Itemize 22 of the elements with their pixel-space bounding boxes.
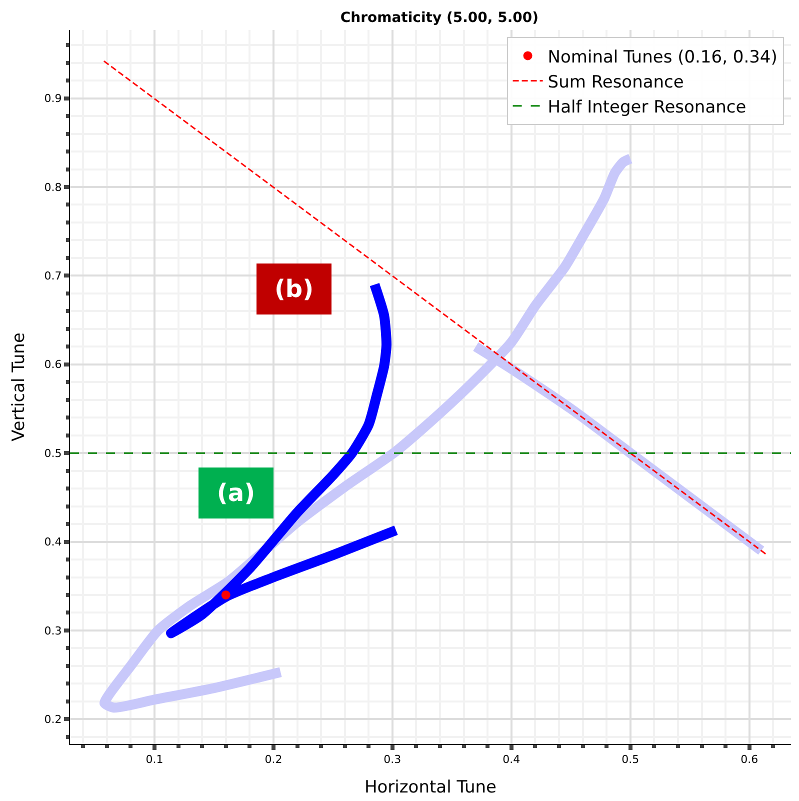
x-tick-label: 0.6: [740, 753, 758, 766]
x-tick-label: 0.3: [384, 753, 402, 766]
y-tick-label: 0.7: [44, 270, 62, 283]
legend-label: Nominal Tunes (0.16, 0.34): [548, 47, 778, 68]
x-axis-title: Horizontal Tune: [364, 778, 497, 798]
y-tick-label: 0.3: [44, 624, 62, 638]
x-tick-label: 0.1: [146, 753, 164, 766]
annotation: (b): [274, 275, 314, 303]
x-tick-label: 0.5: [622, 753, 640, 766]
y-tick-label: 0.5: [44, 446, 62, 460]
y-tick-label: 0.2: [44, 713, 62, 726]
x-tick-label: 0.4: [502, 753, 520, 766]
chart-title: Chromaticity (5.00, 5.00): [340, 10, 539, 26]
legend-label: Sum Resonance: [548, 72, 684, 92]
legend-label: Half Integer Resonance: [548, 98, 746, 118]
x-tick-label: 0.2: [264, 753, 282, 766]
y-tick-label: 0.8: [44, 180, 62, 194]
y-tick-label: 0.4: [44, 536, 62, 549]
y-axis-title: Vertical Tune: [8, 332, 29, 442]
annotation: (a): [216, 479, 256, 507]
y-tick-label: 0.6: [44, 358, 62, 372]
y-tick-label: 0.9: [44, 92, 62, 106]
